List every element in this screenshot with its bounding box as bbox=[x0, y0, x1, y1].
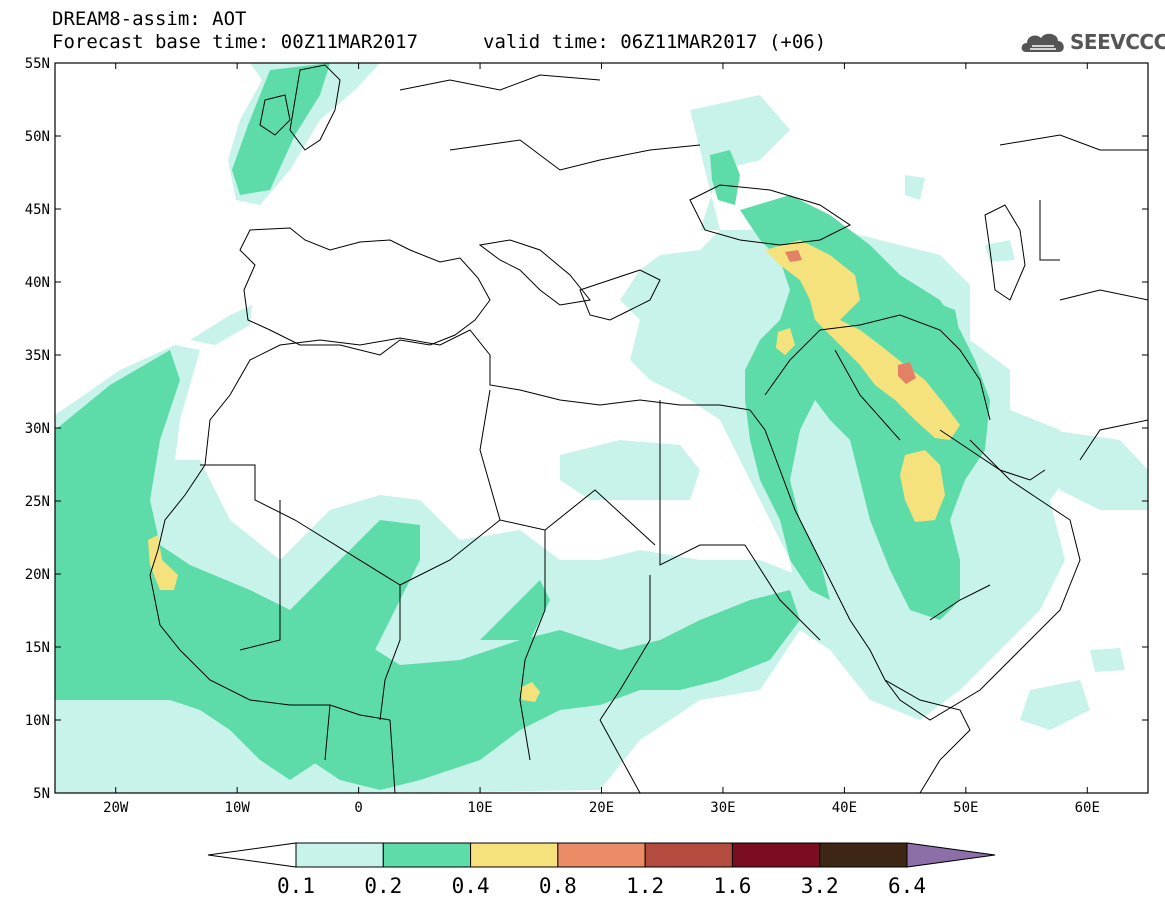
colorbar-label: 0.4 bbox=[452, 874, 490, 898]
map-title: DREAM8-assim: AOT bbox=[52, 8, 247, 30]
colorbar-segment bbox=[731, 842, 821, 868]
colorbar-label: 0.2 bbox=[364, 874, 402, 898]
colorbar-segment bbox=[644, 842, 733, 868]
colorbar-label: 6.4 bbox=[888, 874, 926, 898]
lat-tick-label: 20N bbox=[25, 567, 50, 583]
aot-level-0-8 bbox=[785, 250, 916, 384]
lat-tick-label: 55N bbox=[25, 56, 50, 72]
lon-tick-label: 30E bbox=[710, 800, 735, 816]
lat-tick-label: 15N bbox=[25, 640, 50, 656]
longitude-axis: 20W 10W 0 10E 20E 30E 40E 50E 60E bbox=[103, 63, 1100, 816]
lon-tick-label: 0 bbox=[354, 800, 362, 816]
lat-tick-label: 25N bbox=[25, 494, 50, 510]
colorbar-segment bbox=[819, 842, 908, 868]
valid-time: valid time: 06Z11MAR2017 (+06) bbox=[483, 31, 827, 53]
colorbar-low-triangle bbox=[207, 842, 297, 868]
colorbar-segment bbox=[295, 842, 384, 868]
forecast-base-time: Forecast base time: 00Z11MAR2017 bbox=[52, 31, 419, 53]
colorbar-label: 0.1 bbox=[277, 874, 315, 898]
cloud-logo-icon bbox=[1021, 33, 1064, 52]
lon-tick-label: 20W bbox=[103, 800, 129, 816]
colorbar-high-triangle bbox=[906, 842, 996, 868]
lat-tick-label: 50N bbox=[25, 129, 50, 145]
lon-tick-label: 20E bbox=[589, 800, 614, 816]
colorbar-label: 1.2 bbox=[626, 874, 664, 898]
lat-tick-label: 5N bbox=[33, 786, 50, 802]
lon-tick-label: 50E bbox=[953, 800, 978, 816]
colorbar-segment bbox=[382, 842, 472, 868]
lat-tick-label: 30N bbox=[25, 421, 50, 437]
logo-text: SEEVCCC bbox=[1070, 30, 1165, 54]
lon-tick-label: 60E bbox=[1075, 800, 1100, 816]
colorbar-label: 1.6 bbox=[713, 874, 751, 898]
latitude-axis: 55N 50N 45N 40N 35N 30N 25N 20N 15N 10N 5N bbox=[25, 56, 1148, 802]
lat-tick-label: 35N bbox=[25, 348, 50, 364]
country-borders bbox=[149, 64, 1148, 793]
lat-tick-label: 10N bbox=[25, 713, 50, 729]
aot-level-0-4 bbox=[148, 240, 960, 702]
lat-tick-label: 45N bbox=[25, 202, 50, 218]
lon-tick-label: 40E bbox=[832, 800, 857, 816]
lon-tick-label: 10W bbox=[225, 800, 251, 816]
colorbar-label: 0.8 bbox=[539, 874, 577, 898]
colorbar-segment bbox=[557, 842, 646, 868]
colorbar-segment bbox=[470, 842, 559, 868]
lon-tick-label: 10E bbox=[467, 800, 492, 816]
lat-tick-label: 40N bbox=[25, 275, 50, 291]
colorbar: 0.1 0.2 0.4 0.8 1.2 1.6 3.2 6.4 bbox=[207, 842, 996, 898]
colorbar-label: 3.2 bbox=[801, 874, 839, 898]
